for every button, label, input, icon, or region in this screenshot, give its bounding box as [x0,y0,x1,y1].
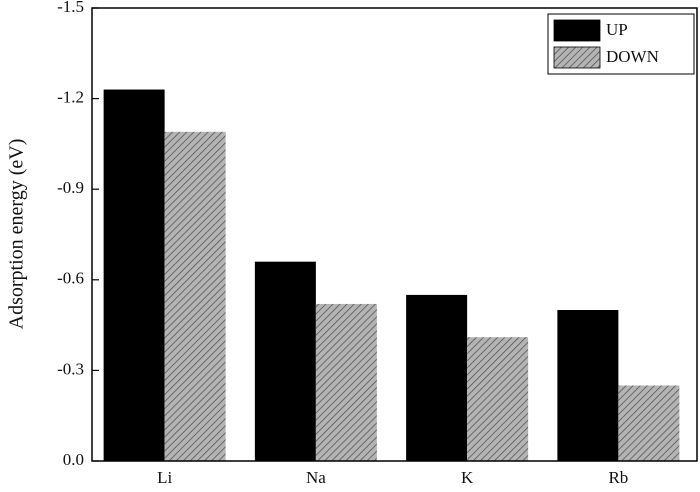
x-tick-label: Na [306,468,326,487]
legend-swatch [553,19,601,42]
x-tick-label: Li [157,468,172,487]
legend-label: UP [606,20,628,39]
legend-swatch [553,46,601,69]
y-tick-label: -0.3 [57,359,84,378]
y-tick-label: -1.2 [57,88,84,107]
y-axis-title: Adsorption energy (eV) [6,139,28,330]
bar [467,337,529,461]
legend-label: DOWN [606,47,659,66]
bar [254,261,316,461]
bar [406,294,468,461]
y-tick-label: 0.0 [63,450,84,469]
bar [557,310,619,461]
bar [164,131,226,461]
bar [315,303,377,461]
y-tick-label: -0.6 [57,269,84,288]
y-tick-label: -0.9 [57,178,84,197]
bar [618,385,680,461]
x-tick-label: K [461,468,474,487]
y-tick-label: -1.5 [57,0,84,16]
x-tick-label: Rb [608,468,628,487]
plot-frame [91,7,698,462]
bar [103,89,165,461]
